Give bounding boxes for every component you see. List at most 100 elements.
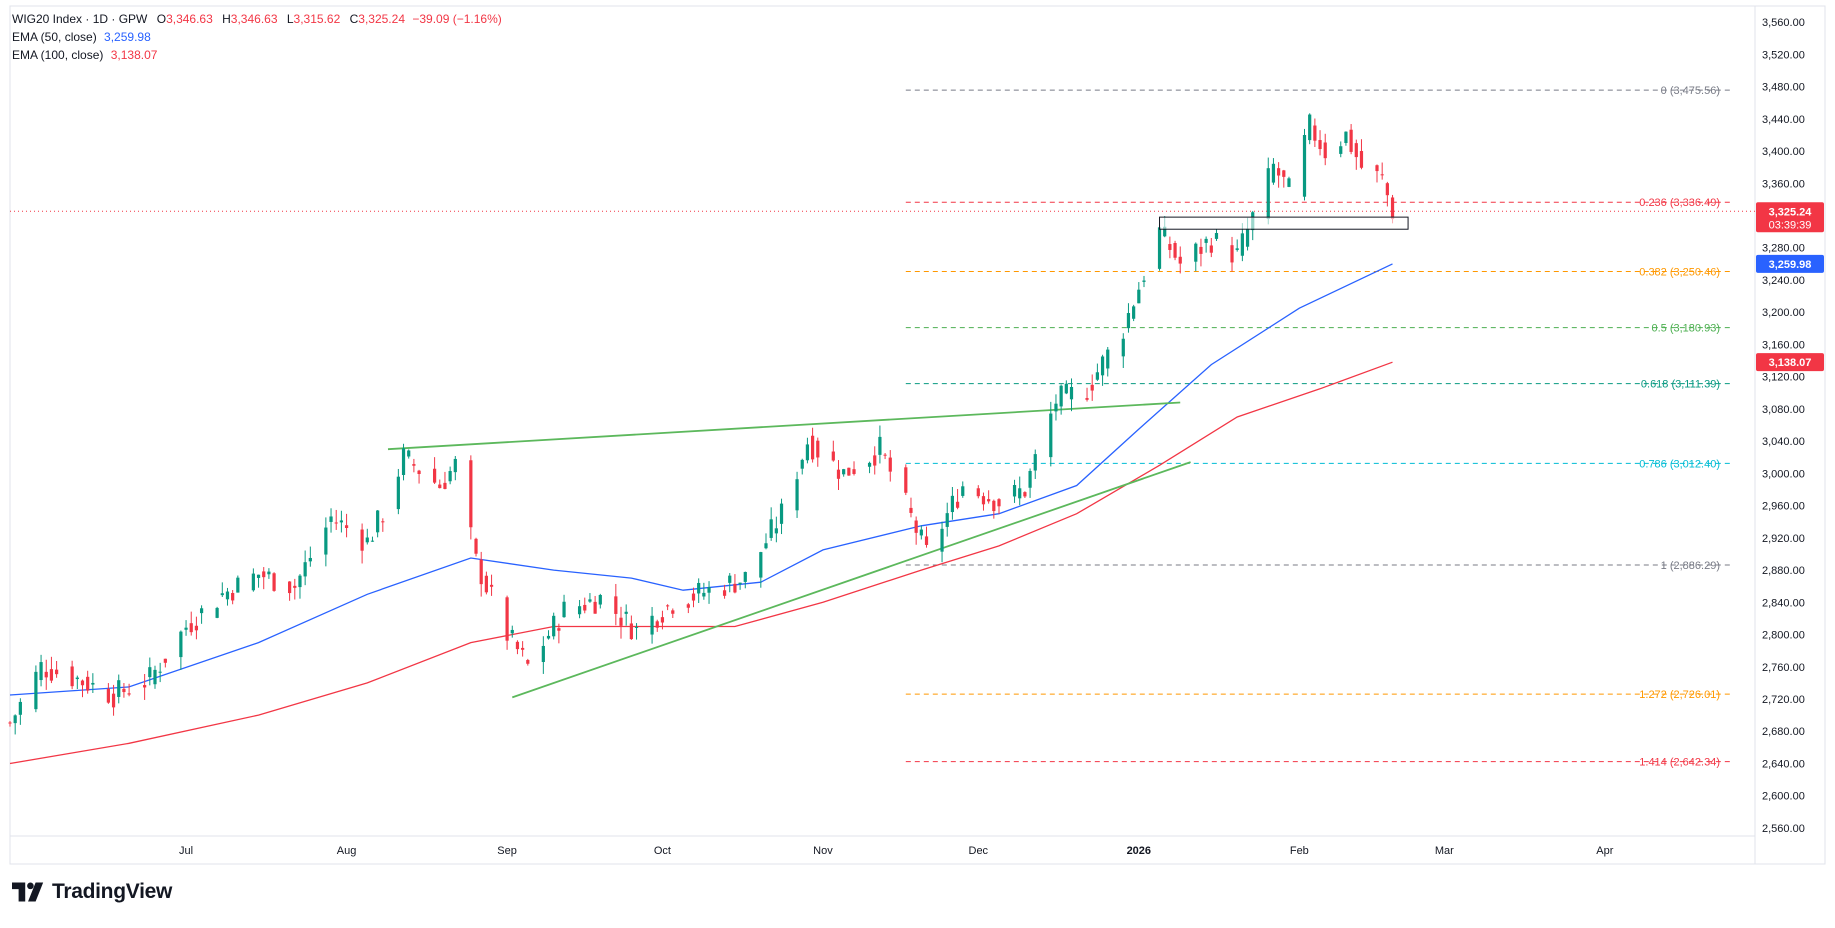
price-tick-label: 2,640.00 bbox=[1762, 758, 1805, 770]
candle-body bbox=[293, 585, 297, 588]
tradingview-logo[interactable]: TradingView bbox=[12, 880, 172, 904]
candle-body bbox=[111, 693, 116, 708]
candle-body bbox=[598, 595, 602, 605]
time-axis[interactable]: Jul Aug Sep Oct Nov Dec 2026 Feb Mar Apr bbox=[179, 845, 1614, 857]
candle-body bbox=[583, 604, 587, 611]
candle-body bbox=[474, 538, 478, 554]
candle-body bbox=[1168, 244, 1172, 250]
candle-body bbox=[873, 455, 877, 466]
trendline[interactable] bbox=[511, 461, 1191, 699]
candle-body bbox=[593, 601, 597, 614]
candle-body bbox=[836, 469, 841, 479]
candle-body bbox=[1106, 349, 1110, 369]
candle-body bbox=[1064, 383, 1068, 394]
candle-body bbox=[303, 562, 307, 577]
candle-body bbox=[1344, 131, 1348, 143]
price-axis[interactable]: 3,560.00 3,520.00 3,480.00 3,440.00 3,400.00… bbox=[1762, 17, 1805, 835]
chart-legend: WIG20 Index · 1D · GPW O3,346.63 H3,346.… bbox=[12, 10, 502, 64]
candle-body bbox=[1085, 398, 1089, 400]
time-tick-label: Nov bbox=[813, 845, 833, 857]
candle-body bbox=[1095, 372, 1099, 380]
candle-body bbox=[86, 676, 90, 691]
high-value: 3,346.63 bbox=[230, 12, 278, 26]
fib-retracement[interactable]: 0 (3,475.56) 0.236 (3,336.49) 0.382 (3,250… bbox=[905, 85, 1732, 769]
candle-body bbox=[733, 583, 737, 593]
time-tick-label: Dec bbox=[969, 845, 989, 857]
tradingview-logo-icon bbox=[12, 882, 44, 902]
candle-body bbox=[251, 573, 255, 591]
candle-body bbox=[75, 677, 79, 680]
time-tick-label: Oct bbox=[654, 845, 671, 857]
candle-body bbox=[34, 671, 38, 710]
candle-body bbox=[91, 682, 95, 685]
candle-body bbox=[1266, 168, 1270, 219]
ema100-label: EMA (100, close) bbox=[12, 48, 104, 62]
candle-body bbox=[924, 536, 929, 545]
fib-level-label: 0.786 (3,012.40) bbox=[1639, 458, 1720, 470]
high-label: H bbox=[222, 12, 231, 26]
candle-body bbox=[298, 575, 302, 588]
legend-ema100-row[interactable]: EMA (100, close) 3,138.07 bbox=[12, 46, 502, 64]
last-price-badge bbox=[1756, 202, 1824, 233]
candle-body bbox=[619, 617, 623, 626]
legend-ema50-row[interactable]: EMA (50, close) 3,259.98 bbox=[12, 28, 502, 46]
symbol-title[interactable]: WIG20 Index · 1D · GPW bbox=[12, 12, 148, 26]
candle-body bbox=[671, 610, 675, 614]
candle-body bbox=[288, 581, 292, 594]
candle-body bbox=[1018, 488, 1022, 499]
price-tick-label: 2,560.00 bbox=[1762, 823, 1805, 835]
candle-body bbox=[127, 693, 131, 695]
ema50-value: 3,259.98 bbox=[104, 30, 151, 44]
candle-body bbox=[1049, 413, 1053, 458]
trendlines[interactable] bbox=[387, 401, 1191, 699]
support-zone[interactable] bbox=[1159, 216, 1409, 230]
open-label: O bbox=[156, 12, 167, 26]
candle-body bbox=[919, 529, 923, 536]
candle-body bbox=[262, 571, 266, 578]
candle-body bbox=[738, 582, 742, 585]
price-tick-label: 3,440.00 bbox=[1762, 114, 1805, 126]
candle-body bbox=[148, 667, 152, 678]
candle-body bbox=[1209, 245, 1213, 253]
candle-body bbox=[987, 499, 991, 502]
time-tick-label: Mar bbox=[1435, 845, 1454, 857]
candle-body bbox=[1054, 403, 1058, 412]
candle-body bbox=[1204, 238, 1208, 243]
candle-body bbox=[562, 601, 566, 618]
candle-body bbox=[981, 496, 986, 505]
price-tick-label: 3,120.00 bbox=[1762, 372, 1805, 384]
candle-body bbox=[888, 457, 892, 472]
candle-body bbox=[272, 573, 276, 591]
candle-body bbox=[577, 606, 582, 615]
candle-body bbox=[904, 467, 908, 493]
fib-level-label: 0 (3,475.56) bbox=[1661, 85, 1720, 97]
price-tick-label: 3,000.00 bbox=[1762, 468, 1805, 480]
ema100-line-group bbox=[9, 361, 1393, 765]
candle-body bbox=[1132, 306, 1136, 319]
support-zone-box[interactable] bbox=[1159, 216, 1409, 230]
fib-level-label: 0.618 (3,111.39) bbox=[1641, 379, 1720, 391]
candle-body bbox=[1199, 246, 1203, 254]
candle-body bbox=[339, 520, 343, 523]
ema50-label: EMA (50, close) bbox=[12, 30, 97, 44]
candle-body bbox=[976, 488, 980, 497]
candle-body bbox=[541, 645, 545, 663]
candle-body bbox=[143, 685, 147, 688]
candle-body bbox=[1323, 142, 1327, 159]
candle-body bbox=[1318, 140, 1322, 150]
time-tick-label: Jul bbox=[179, 845, 193, 857]
candle-body bbox=[666, 605, 670, 607]
candle-body bbox=[1142, 280, 1146, 282]
candle-body bbox=[360, 529, 364, 551]
candle-body bbox=[1302, 135, 1307, 197]
candle-body bbox=[909, 507, 913, 513]
candle-body bbox=[691, 593, 696, 601]
candle-body bbox=[215, 607, 219, 618]
candle-body bbox=[189, 623, 193, 633]
ema100-line bbox=[9, 361, 1393, 765]
price-tick-label: 3,360.00 bbox=[1762, 178, 1805, 190]
trendline[interactable] bbox=[387, 401, 1181, 451]
time-tick-label: Aug bbox=[337, 845, 357, 857]
